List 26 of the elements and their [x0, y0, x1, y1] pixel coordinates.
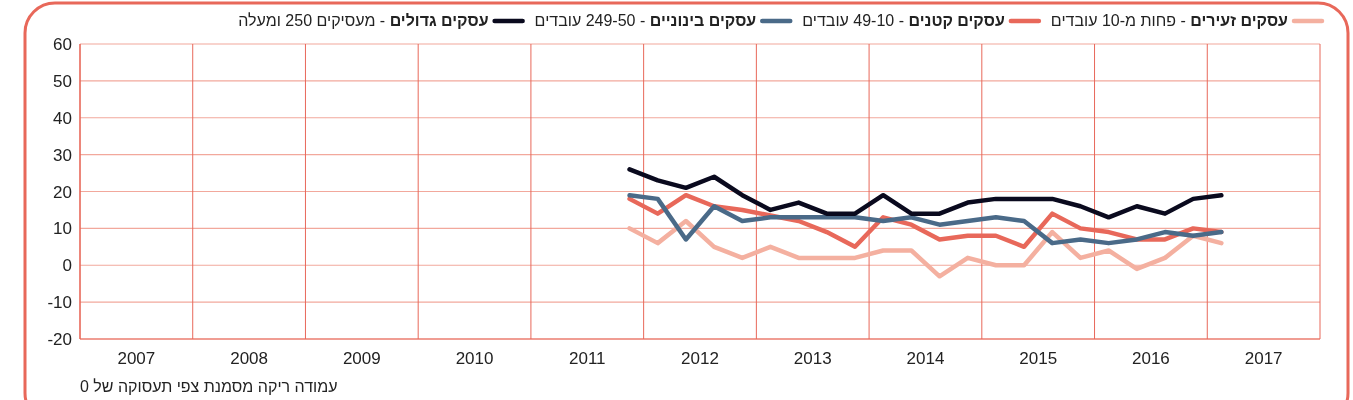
x-tick-label: 2009: [342, 349, 381, 368]
x-tick-label: 2014: [906, 349, 945, 368]
y-tick-label: -20: [47, 330, 72, 349]
x-tick-label: 2010: [455, 349, 494, 368]
legend-label: עסקים גדולים - מעסיקים 250 ומעלה: [238, 12, 489, 29]
x-tick-label: 2007: [117, 349, 156, 368]
x-tick-label: 2013: [793, 349, 832, 368]
legend-label: עסקים זעירים - פחות מ-10 עובדים: [1050, 12, 1289, 29]
x-tick-label: 2016: [1131, 349, 1170, 368]
y-tick-label: 60: [53, 35, 72, 54]
y-tick-label: -10: [47, 293, 72, 313]
y-tick-label: 10: [53, 219, 72, 239]
line-series: [627, 167, 1224, 220]
legend-label: עסקים קטנים - 49-10 עובדים: [802, 12, 1005, 29]
y-tick-label: 20: [53, 182, 72, 202]
x-tick-label: 2011: [568, 349, 606, 368]
x-tick-label: 2015: [1019, 349, 1058, 368]
x-tick-label: 2012: [681, 349, 719, 368]
y-tick-label: 30: [53, 145, 72, 165]
legend-label: עסקים בינוניים - 249-50 עובדים: [534, 12, 757, 29]
x-tick-label: 2008: [230, 349, 268, 368]
text: עמודה ריקה מסמנת צפי תעסוקה של 0: [80, 378, 338, 395]
y-tick-label: 0: [62, 256, 72, 276]
y-tick-label: 40: [53, 108, 72, 128]
x-tick-label: 2017: [1244, 349, 1283, 368]
y-tick-label: 50: [53, 71, 72, 91]
